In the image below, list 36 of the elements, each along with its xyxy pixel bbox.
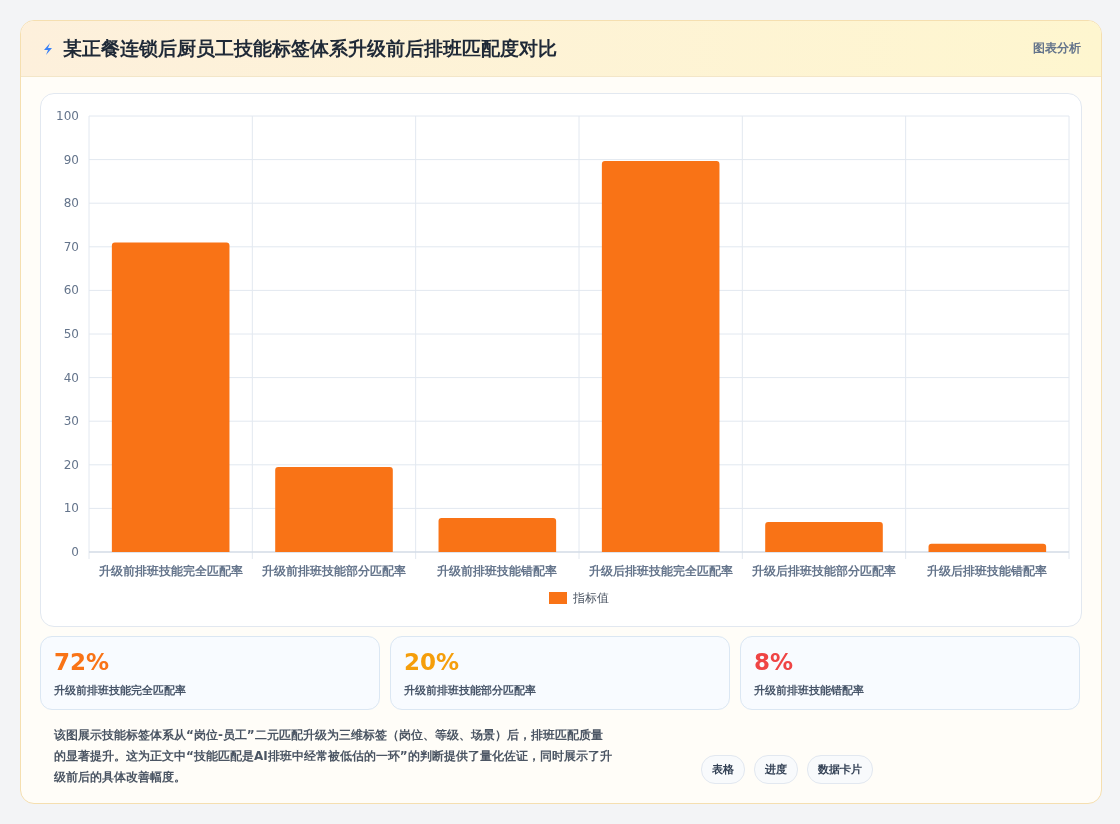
text: 表格 xyxy=(701,755,745,784)
bar xyxy=(275,466,393,552)
text: 升级前排班技能错配率 xyxy=(754,683,864,698)
y-tick-label: 0 xyxy=(71,545,79,559)
y-tick-label: 60 xyxy=(63,283,79,298)
text: 升级前排班技能完全匹配率 xyxy=(54,683,186,698)
y-tick-label: 100 xyxy=(56,109,79,123)
x-tick-label: 升级后排班技能部分匹配率 xyxy=(751,564,896,578)
y-tick-label: 70 xyxy=(63,239,79,254)
text: 升级前排班技能部分匹配率 xyxy=(404,683,536,698)
chart-title: 某正餐连锁后厨员工技能标签体系升级前后排班匹配度对比 xyxy=(63,36,557,61)
y-tick-label: 40 xyxy=(63,370,79,385)
text: 72% xyxy=(54,649,110,675)
y-tick-label: 20 xyxy=(63,457,79,472)
x-tick-label: 升级后排班技能完全匹配率 xyxy=(587,564,733,578)
legend-label: 指标值 xyxy=(572,591,609,605)
x-tick-label: 升级后排班技能错配率 xyxy=(926,564,1048,578)
x-tick-label: 升级前排班技能部分匹配率 xyxy=(261,564,406,578)
text: 进度 xyxy=(754,755,798,784)
text: 8% xyxy=(754,649,794,675)
bar xyxy=(438,517,557,552)
bar xyxy=(928,543,1047,552)
text: 该图展示技能标签体系从“岗位-员工”二元匹配升级为三维标签（岗位、等级、场景）后，排班匹配质量的显著提升。这为正文中“技能匹配是AI排班中经常被低估的一环”的判断提供了量化佐证，同时展示了升级前后的具体改善幅度。 xyxy=(54,727,613,786)
y-tick-label: 80 xyxy=(63,196,79,211)
x-tick-label: 升级前排班技能完全匹配率 xyxy=(97,564,243,578)
bar xyxy=(765,521,883,552)
y-tick-label: 50 xyxy=(63,327,79,341)
text: 图表分析 xyxy=(1033,40,1081,57)
x-tick-label: 升级前排班技能错配率 xyxy=(436,564,558,578)
bar xyxy=(601,160,720,552)
y-tick-label: 30 xyxy=(63,414,79,429)
text: 数据卡片 xyxy=(807,755,873,784)
text: 20% xyxy=(404,649,460,675)
y-tick-label: 90 xyxy=(63,152,79,167)
bar xyxy=(111,242,230,552)
y-tick-label: 10 xyxy=(63,501,79,516)
